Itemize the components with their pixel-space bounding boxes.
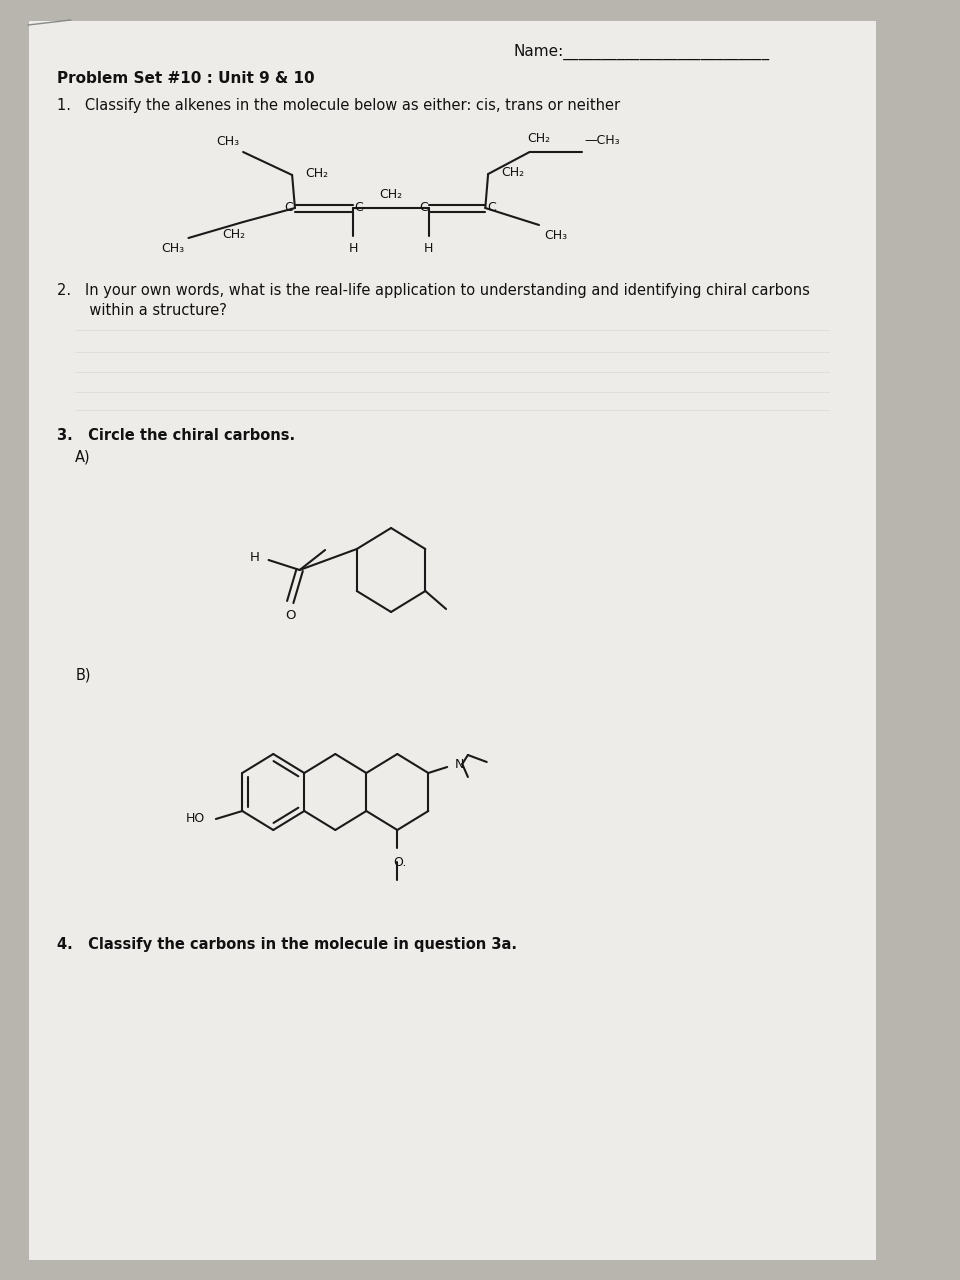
Text: C: C <box>420 201 428 214</box>
Text: O: O <box>285 608 296 622</box>
Text: within a structure?: within a structure? <box>57 302 227 317</box>
Text: H: H <box>250 550 259 563</box>
Text: CH₂: CH₂ <box>305 166 328 179</box>
Text: CH₂: CH₂ <box>501 165 524 178</box>
Text: 4.   Classify the carbons in the molecule in question 3a.: 4. Classify the carbons in the molecule … <box>57 937 516 952</box>
Text: CH₂: CH₂ <box>222 228 245 241</box>
Text: HO: HO <box>185 813 204 826</box>
Text: H: H <box>348 242 358 255</box>
Text: CH₂: CH₂ <box>528 132 551 145</box>
Text: 3.   Circle the chiral carbons.: 3. Circle the chiral carbons. <box>57 428 295 443</box>
Text: CH₃: CH₃ <box>161 242 184 255</box>
Text: CH₃: CH₃ <box>216 134 239 147</box>
Text: Name:___________________________: Name:___________________________ <box>514 44 770 60</box>
Text: CH₂: CH₂ <box>379 187 402 201</box>
Text: —CH₃: —CH₃ <box>585 133 620 146</box>
Text: O.: O. <box>394 855 407 869</box>
Text: CH₃: CH₃ <box>544 229 567 242</box>
Text: 2.   In your own words, what is the real-life application to understanding and i: 2. In your own words, what is the real-l… <box>57 283 809 297</box>
Text: C: C <box>354 201 363 214</box>
FancyBboxPatch shape <box>28 20 876 1260</box>
Text: N: N <box>455 758 464 771</box>
Text: C: C <box>284 201 293 214</box>
Text: H: H <box>424 242 434 255</box>
Text: B): B) <box>76 667 91 682</box>
Text: Problem Set #10 : Unit 9 & 10: Problem Set #10 : Unit 9 & 10 <box>57 70 314 86</box>
Text: C: C <box>487 201 496 214</box>
Text: A): A) <box>76 449 91 465</box>
Text: 1.   Classify the alkenes in the molecule below as either: cis, trans or neither: 1. Classify the alkenes in the molecule … <box>57 97 619 113</box>
